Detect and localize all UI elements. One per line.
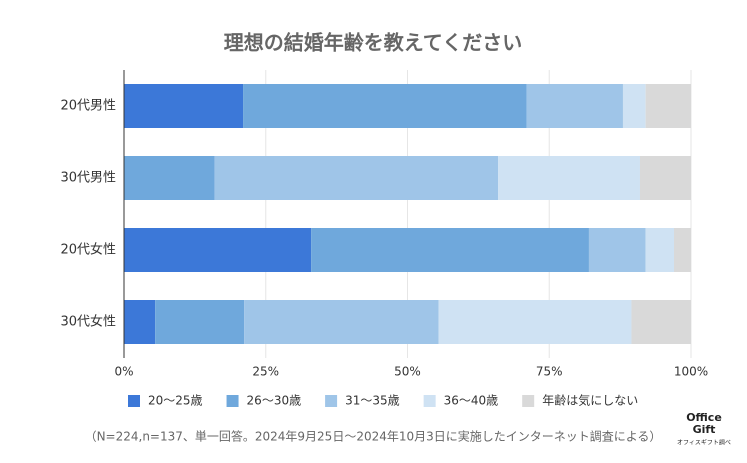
x-tick-label: 75%	[536, 365, 563, 379]
x-tick-label: 0%	[114, 365, 133, 379]
bar-segment	[214, 156, 499, 200]
bar-segment	[124, 228, 312, 272]
bar-segment	[622, 84, 646, 128]
bar-segment	[673, 228, 691, 272]
y-tick-label: 30代女性	[60, 314, 116, 330]
bar-segment	[124, 300, 156, 344]
y-tick-label: 20代女性	[60, 242, 116, 258]
bar-segment	[498, 156, 640, 200]
footnote: （N=224,n=137、単一回答。2024年9月25日〜2024年10月3日に…	[85, 429, 662, 444]
bar-segment	[124, 84, 244, 128]
bar-segment	[639, 156, 691, 200]
bar-segment	[526, 84, 623, 128]
legend-swatch	[128, 395, 140, 407]
bar-segment	[645, 228, 674, 272]
legend-label: 20〜25歳	[148, 394, 203, 408]
legend-label: 36〜40歳	[444, 394, 499, 408]
legend-swatch	[423, 395, 436, 407]
legend-swatch	[226, 395, 239, 407]
chart-title: 理想の結婚年齢を教えてください	[224, 31, 522, 55]
x-tick-label: 100%	[674, 365, 708, 379]
bar-segment	[645, 84, 691, 128]
logo-line1: Office	[686, 411, 722, 424]
y-tick-label: 20代男性	[60, 99, 116, 114]
bar-segment	[244, 300, 439, 344]
bar-segment	[631, 300, 691, 344]
y-tick-label: 30代男性	[60, 171, 116, 186]
bar-segment	[243, 84, 527, 128]
legend-label: 年齢は気にしない	[542, 393, 638, 408]
bar-segment	[588, 228, 646, 272]
legend-label: 26〜30歳	[247, 394, 302, 408]
logo-caption: オフィスギフト調べ	[677, 439, 731, 447]
bar-segment	[155, 300, 245, 344]
logo-line2: Gift	[693, 423, 716, 436]
bar-segment	[311, 228, 589, 272]
legend-swatch	[325, 395, 338, 407]
bar-segment	[124, 156, 215, 200]
legend-swatch	[522, 395, 535, 407]
x-tick-label: 50%	[394, 365, 421, 379]
x-tick-label: 25%	[252, 365, 279, 379]
bar-segment	[438, 300, 632, 344]
legend-label: 31〜35歳	[345, 394, 400, 408]
